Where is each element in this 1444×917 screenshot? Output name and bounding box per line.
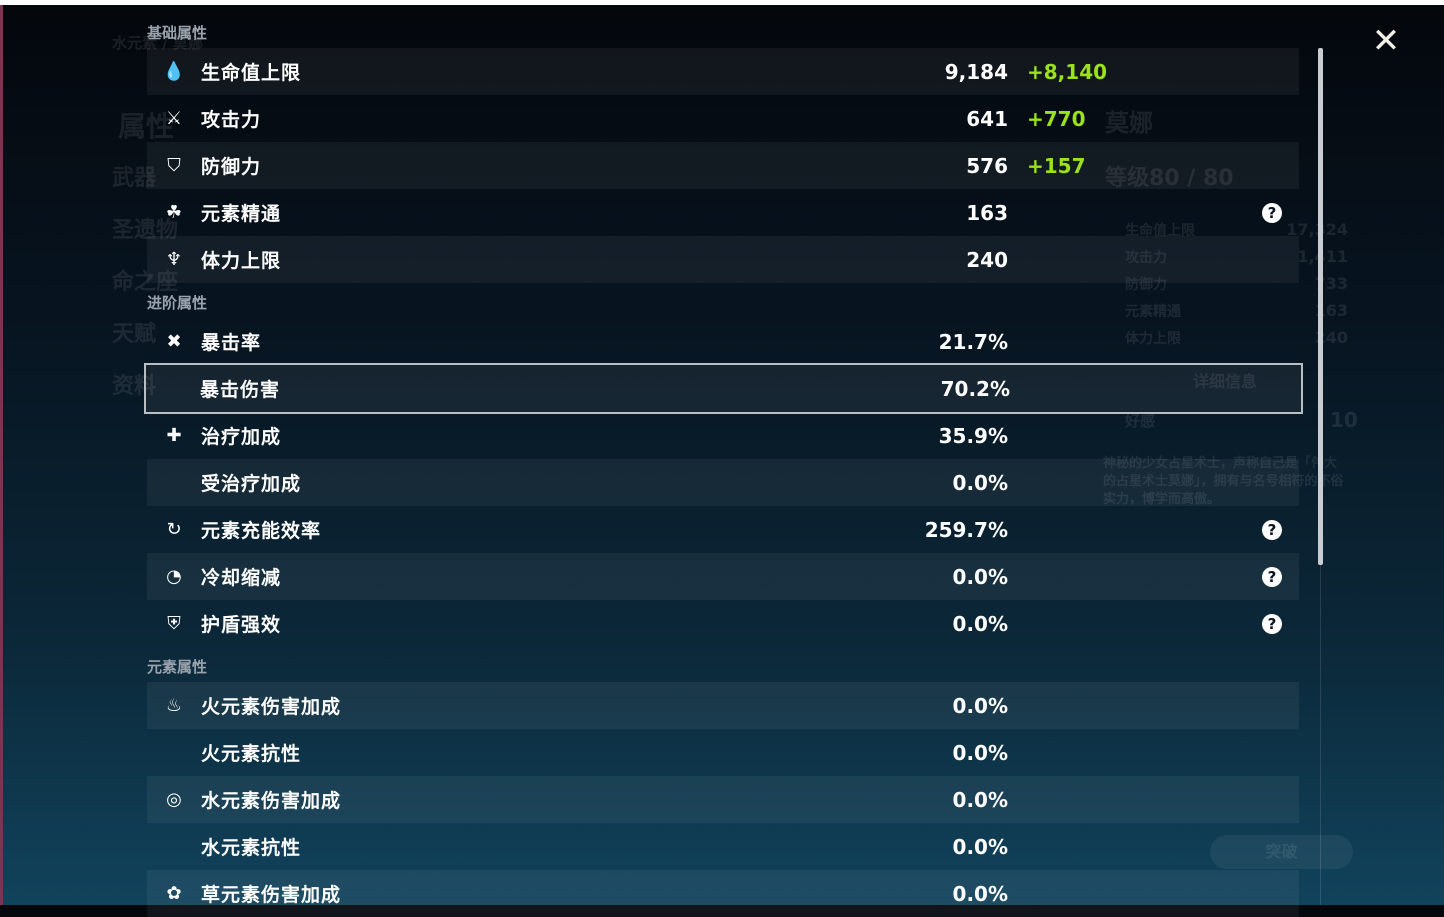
stat-value: 0.0%	[952, 564, 1008, 589]
stat-value: 9,184	[944, 59, 1008, 84]
hp-drop-icon: 💧	[162, 61, 186, 82]
healing-bonus-icon: ✚	[166, 425, 182, 446]
elemental-mastery-icon: ☘	[165, 202, 183, 223]
menu-talents[interactable]: 天赋	[112, 322, 157, 347]
attack-sword-icon: ⚔	[165, 108, 183, 129]
section-title: 基础属性	[147, 24, 208, 42]
section-title: 元素属性	[147, 658, 208, 676]
ascend-button[interactable]: 突破	[1210, 835, 1353, 869]
friendship-value: 10	[1330, 408, 1358, 432]
stat-row[interactable]: ✿ 草元素伤害加成 0.0%	[147, 870, 1299, 917]
stat-label: 火元素伤害加成	[201, 696, 342, 718]
scrollbar-track	[1320, 565, 1321, 905]
stamina-icon: ♆	[165, 249, 183, 270]
help-icon[interactable]: ?	[1262, 566, 1282, 587]
stat-row[interactable]: ↻ 元素充能效率 259.7%?	[147, 506, 1299, 553]
stat-label: 水元素抗性	[201, 837, 302, 859]
stat-value: 0.0%	[952, 881, 1008, 906]
stat-row[interactable]: ✖ 暴击率 21.7%	[147, 318, 1299, 365]
stat-label: 护盾强效	[201, 614, 282, 636]
stat-row[interactable]: ♨ 火元素伤害加成 0.0%	[147, 682, 1299, 729]
stat-value: 0.0%	[952, 611, 1008, 636]
stat-value: 0.0%	[952, 787, 1008, 812]
stat-bonus: +157	[1027, 153, 1086, 178]
menu-profile[interactable]: 资料	[112, 374, 157, 399]
stat-row[interactable]: 火元素抗性 0.0%	[147, 729, 1299, 776]
stat-value: 21.7%	[938, 329, 1008, 354]
stat-row[interactable]: 受治疗加成 0.0%	[147, 459, 1299, 506]
left-edge	[0, 5, 3, 905]
stat-row[interactable]: ☘ 元素精通 163?	[147, 189, 1299, 236]
close-icon[interactable]: ✕	[1371, 21, 1401, 61]
defense-shield-icon: ⛉	[167, 155, 181, 176]
stat-row[interactable]: ◎ 水元素伤害加成 0.0%	[147, 776, 1299, 823]
stat-value: 576	[966, 153, 1008, 178]
stat-value: 0.0%	[952, 834, 1008, 859]
stat-value: 0.0%	[952, 693, 1008, 718]
stat-row[interactable]: ⚔ 攻击力 641 +770	[147, 95, 1299, 142]
stat-label: 元素充能效率	[201, 520, 322, 542]
stat-value: 35.9%	[938, 423, 1008, 448]
stat-value: 0.0%	[952, 740, 1008, 765]
stat-row[interactable]: ⛨ 护盾强效 0.0%?	[147, 600, 1299, 647]
menu-weapon[interactable]: 武器	[112, 166, 157, 191]
stat-value: 163	[966, 200, 1008, 225]
dendro-icon: ✿	[166, 883, 182, 904]
menu-artifacts[interactable]: 圣遗物	[112, 218, 179, 243]
stat-value: 70.2%	[940, 376, 1010, 401]
stat-value: 641	[966, 106, 1008, 131]
hydro-icon: ◎	[166, 789, 182, 810]
stat-label: 暴击伤害	[200, 379, 281, 401]
stat-label: 元素精通	[201, 203, 282, 225]
stat-label: 草元素伤害加成	[201, 884, 342, 906]
stat-row[interactable]: 水元素抗性 0.0%	[147, 823, 1299, 870]
menu-attributes[interactable]: 属性	[118, 110, 175, 143]
shield-strength-icon: ⛨	[167, 613, 181, 634]
friendship-label: 好感	[1125, 412, 1156, 430]
details-button[interactable]: 详细信息	[1193, 372, 1258, 391]
section-title: 进阶属性	[147, 294, 208, 312]
stat-bonus: +770	[1027, 106, 1086, 131]
summary-value: 17,324	[1280, 220, 1348, 239]
stat-label: 生命值上限	[201, 62, 302, 84]
stat-value: 240	[966, 247, 1008, 272]
scrollbar[interactable]	[1318, 48, 1323, 565]
stat-label: 攻击力	[201, 109, 262, 131]
stat-row[interactable]: ♆ 体力上限 240	[147, 236, 1299, 283]
summary-label: 生命值上限	[1125, 223, 1195, 239]
stat-label: 治疗加成	[201, 426, 282, 448]
stat-label: 体力上限	[201, 250, 282, 272]
stat-row[interactable]: ⛉ 防御力 576 +157	[147, 142, 1299, 189]
summary-label: 元素精通	[1125, 304, 1181, 320]
stat-label: 暴击率	[201, 332, 262, 354]
summary-label: 防御力	[1125, 277, 1167, 293]
stat-label: 防御力	[201, 156, 262, 178]
stat-value: 0.0%	[952, 470, 1008, 495]
help-icon[interactable]: ?	[1262, 613, 1282, 634]
summary-label: 体力上限	[1125, 331, 1181, 347]
stat-row[interactable]: ◔ 冷却缩减 0.0%?	[147, 553, 1299, 600]
stat-label: 火元素抗性	[201, 743, 302, 765]
stat-label: 冷却缩减	[201, 567, 282, 589]
help-icon[interactable]: ?	[1262, 519, 1282, 540]
crit-rate-icon: ✖	[166, 331, 182, 352]
stat-label: 水元素伤害加成	[201, 790, 342, 812]
stat-row[interactable]: ✚ 治疗加成 35.9%	[147, 412, 1299, 459]
stat-label: 受治疗加成	[201, 473, 302, 495]
summary-label: 攻击力	[1125, 250, 1167, 266]
element-path: 水元素 / 莫娜	[112, 34, 203, 52]
stat-row[interactable]: 暴击伤害 70.2%	[144, 363, 1303, 414]
character-name: 莫娜	[1105, 109, 1153, 137]
cooldown-reduction-icon: ◔	[166, 566, 182, 587]
stat-bonus: +8,140	[1027, 59, 1108, 84]
character-level: 等级80 / 80	[1105, 166, 1234, 191]
help-icon[interactable]: ?	[1262, 202, 1282, 223]
window-top-bar	[0, 0, 1444, 5]
character-description: 神秘的少女占星术士，声称自己是「伟大的占星术士莫娜」，拥有与名号相符的不俗实力，…	[1103, 456, 1344, 507]
menu-constellation[interactable]: 命之座	[112, 270, 179, 295]
stat-row[interactable]: 💧 生命值上限 9,184 +8,140	[147, 48, 1299, 95]
stat-value: 259.7%	[924, 517, 1008, 542]
energy-recharge-icon: ↻	[166, 519, 182, 540]
pyro-icon: ♨	[165, 695, 183, 716]
